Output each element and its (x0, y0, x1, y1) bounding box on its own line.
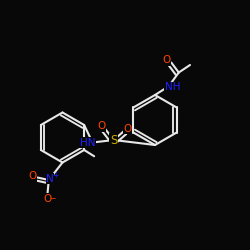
Text: N: N (46, 174, 54, 184)
Text: O: O (44, 194, 52, 204)
Text: O: O (162, 55, 170, 65)
Text: O: O (124, 124, 132, 134)
Text: +: + (52, 170, 58, 179)
Text: S: S (110, 134, 118, 146)
Text: NH: NH (165, 82, 180, 92)
Text: O: O (97, 121, 106, 131)
Text: O: O (28, 171, 36, 181)
Text: HN: HN (80, 138, 95, 147)
Text: −: − (49, 194, 56, 203)
